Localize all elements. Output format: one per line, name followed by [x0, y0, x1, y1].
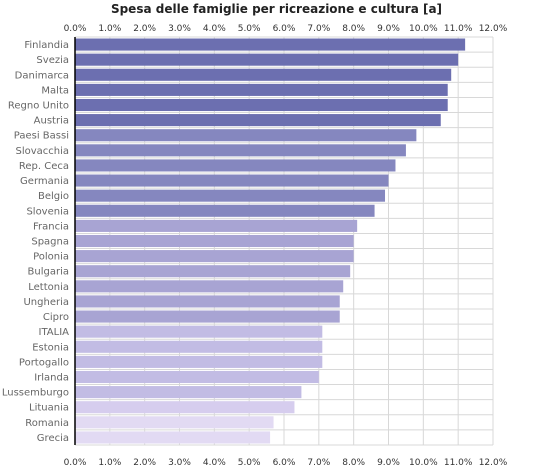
bar: [75, 189, 386, 202]
x-tick-label-top: 10.0%: [409, 24, 438, 34]
x-tick-label-bottom: 10.0%: [409, 458, 438, 468]
x-tick-label-bottom: 8.0%: [342, 458, 365, 468]
bar: [75, 325, 323, 338]
bar: [75, 129, 417, 142]
x-tick-label-top: 5.0%: [238, 24, 261, 34]
category-label: Lussemburgo: [2, 388, 69, 399]
x-tick-label-top: 4.0%: [203, 24, 226, 34]
x-tick-label-bottom: 11.0%: [444, 458, 473, 468]
bar: [75, 204, 375, 217]
x-tick-label-top: 0.0%: [64, 24, 87, 34]
category-label: Ungheria: [23, 297, 69, 308]
x-tick-label-bottom: 2.0%: [133, 458, 156, 468]
x-tick-label-bottom: 6.0%: [273, 458, 296, 468]
bar: [75, 234, 354, 248]
bar: [75, 295, 340, 308]
category-label: ITALIA: [39, 327, 70, 338]
category-label: Germania: [20, 176, 69, 187]
category-label: Romania: [25, 418, 69, 429]
category-label: Rep. Ceca: [19, 161, 69, 172]
bar: [75, 83, 448, 96]
category-label: Malta: [41, 85, 69, 96]
x-tick-label-top: 7.0%: [307, 24, 330, 34]
category-label: Paesi Bassi: [14, 131, 69, 142]
bar: [75, 159, 396, 172]
bar: [75, 144, 406, 157]
bar: [75, 98, 448, 112]
category-label: Spagna: [31, 237, 69, 248]
bar: [75, 174, 389, 187]
category-label: Irlanda: [34, 373, 69, 384]
category-label: Slovenia: [26, 206, 69, 217]
bar: [75, 250, 354, 263]
x-tick-label-top: 12.0%: [479, 24, 508, 34]
category-label: Polonia: [33, 252, 69, 263]
category-label: Finlandia: [24, 40, 69, 51]
bar: [75, 53, 459, 66]
bar: [75, 386, 302, 399]
bar: [75, 401, 295, 414]
x-tick-label-bottom: 4.0%: [203, 458, 226, 468]
x-tick-label-bottom: 5.0%: [238, 458, 261, 468]
category-label: Estonia: [32, 342, 69, 353]
chart-title: Spesa delle famiglie per ricreazione e c…: [110, 2, 443, 16]
x-tick-label-top: 8.0%: [342, 24, 365, 34]
bar: [75, 340, 323, 353]
category-label: Portogallo: [19, 357, 69, 368]
bar: [75, 114, 441, 127]
x-tick-label-top: 6.0%: [273, 24, 296, 34]
x-tick-label-bottom: 0.0%: [64, 458, 87, 468]
bar: [75, 280, 344, 293]
x-tick-label-bottom: 12.0%: [479, 458, 508, 468]
category-label: Francia: [33, 221, 69, 232]
x-tick-label-top: 9.0%: [377, 24, 400, 34]
category-label: Danimarca: [15, 70, 69, 81]
category-label: Lettonia: [28, 282, 69, 293]
bar: [75, 431, 271, 444]
x-tick-label-top: 1.0%: [98, 24, 121, 34]
x-tick-label-bottom: 7.0%: [307, 458, 330, 468]
category-label: Cipro: [43, 312, 69, 323]
category-label: Bulgaria: [28, 267, 69, 278]
x-tick-label-top: 11.0%: [444, 24, 473, 34]
x-tick-label-bottom: 1.0%: [98, 458, 121, 468]
category-label: Austria: [34, 116, 69, 127]
category-label: Belgio: [38, 191, 69, 202]
category-label: Svezia: [36, 55, 69, 66]
bar: [75, 265, 351, 278]
bar: [75, 355, 323, 368]
category-label: Grecia: [37, 433, 69, 444]
bar: [75, 370, 319, 384]
x-tick-label-bottom: 9.0%: [377, 458, 400, 468]
bar: [75, 416, 274, 429]
bar: [75, 219, 358, 232]
x-tick-label-top: 3.0%: [168, 24, 191, 34]
bar: [75, 68, 452, 81]
x-tick-label-top: 2.0%: [133, 24, 156, 34]
bar: [75, 310, 340, 323]
x-tick-label-bottom: 3.0%: [168, 458, 191, 468]
bar: [75, 38, 466, 51]
category-label: Slovacchia: [15, 146, 69, 157]
category-label: Regno Unito: [8, 101, 69, 112]
category-label: Lituania: [29, 403, 69, 414]
